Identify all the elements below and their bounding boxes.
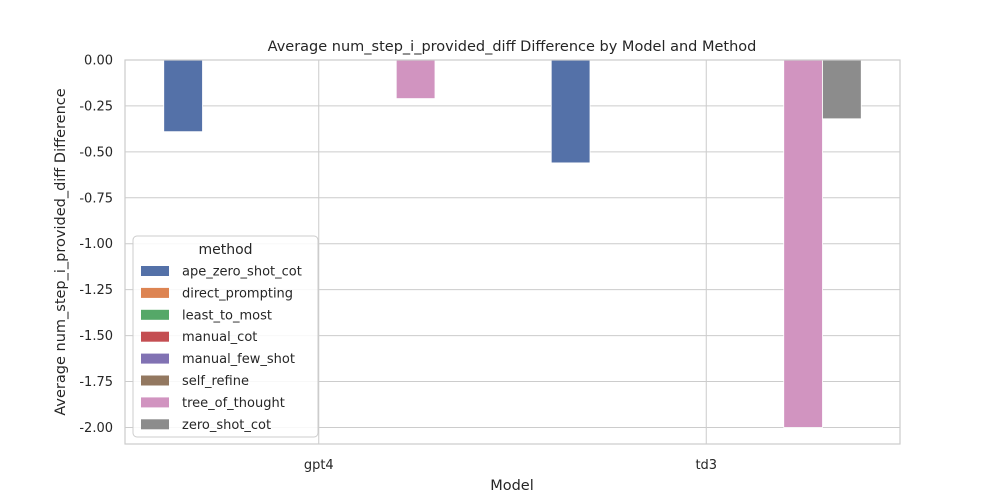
legend-label-zero_shot_cot: zero_shot_cot [182,418,271,433]
y-axis-label: Average num_step_i_provided_diff Differe… [53,88,69,415]
legend-swatch-tree_of_thought [141,397,169,408]
legend-label-manual_cot: manual_cot [182,330,257,345]
y-tick-label: -0.75 [79,191,113,206]
x-tick-label: td3 [695,458,717,473]
y-tick-label: 0.00 [84,54,113,69]
legend-swatch-zero_shot_cot [141,419,169,430]
legend: method ape_zero_shot_cot direct_promptingl… [132,235,319,438]
legend-title: method [198,242,252,258]
y-tick-label: -1.50 [79,329,113,344]
x-ticks: gpt4 td3 [304,458,717,473]
legend-swatch-ape_zero_shot_cot [141,266,169,276]
bar-tree_of_thought-gpt4 [395,59,436,99]
legend-swatch-direct_prompting [141,287,169,298]
legend-label-tree_of_thought: tree_of_thought [182,396,285,411]
legend-label-least_to_most: least_to_most [182,308,272,323]
plot-frame [124,59,901,445]
bar-tree_of_thought-td3 [783,59,823,428]
legend-swatch-manual_cot [141,331,169,342]
y-tick-label: -1.00 [79,237,113,252]
legend-label-manual_few_shot: manual_few_shot [182,352,295,367]
y-tick-label: -0.25 [79,99,113,114]
legend-label-self_refine: self_refine [182,374,249,389]
y-tick-label: -0.50 [79,145,113,160]
y-tick-label: -1.75 [79,375,113,390]
legend-label-direct_prompting: direct_prompting [182,286,293,301]
y-ticks: 0.00 -0.25 -0.50 -0.75 -1.00 -1.25 -1.50 -1.75 -… [79,54,113,436]
bar-zero_shot_cot-td3 [822,59,862,120]
y-tick-label: -2.00 [79,421,113,436]
bars [163,59,862,428]
legend-label-ape_zero_shot_cot: ape_zero_shot_cot [182,265,302,280]
legend-swatch-least_to_most [141,309,169,320]
chart-title: Average num_step_i_provided_diff Differe… [268,39,757,55]
x-axis-label: Model [490,478,534,494]
y-tick-label: -1.25 [79,283,113,298]
bar-ape_zero_shot_cot-gpt4 [163,59,203,133]
legend-swatch-self_refine [141,375,169,386]
legend-box [132,235,319,438]
bar-ape_zero_shot_cot-td3 [550,59,591,164]
legend-swatch-manual_few_shot [141,353,169,364]
x-tick-label: gpt4 [304,458,334,473]
